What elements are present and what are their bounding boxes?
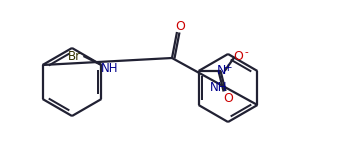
Text: NH: NH — [101, 62, 118, 75]
Text: -: - — [245, 47, 248, 57]
Text: +: + — [224, 63, 233, 73]
Text: Br: Br — [68, 51, 81, 64]
Text: O: O — [234, 49, 244, 62]
Text: N: N — [217, 64, 226, 78]
Text: NH: NH — [210, 81, 227, 94]
Text: O: O — [224, 93, 234, 106]
Text: O: O — [175, 20, 185, 33]
